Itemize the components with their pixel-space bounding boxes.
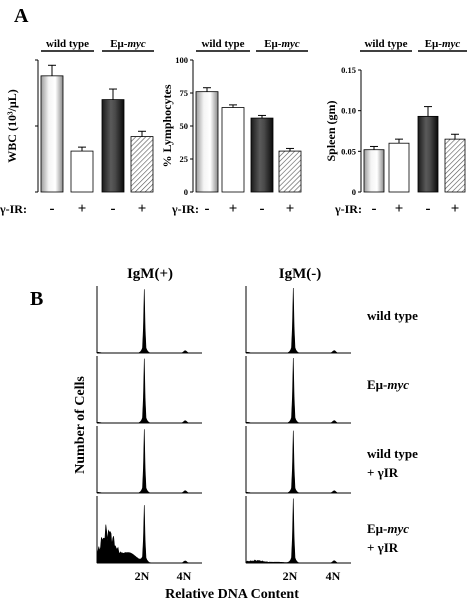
- group-label-myc: myc: [442, 38, 460, 50]
- group-label-wild-type: wild type: [364, 38, 407, 50]
- treatment-label: γ-IR:: [334, 202, 362, 216]
- histogram-area: [96, 289, 202, 354]
- row-label-wild-type-ir-line2: + γIR: [367, 465, 399, 480]
- histogram-panel: [245, 356, 351, 424]
- group-label-emu: Eμ-: [110, 38, 128, 50]
- treatment-sign: -: [50, 201, 55, 217]
- bar-chart-lymphocytes: 0 25 50 75 100 % Lymphocytes - + - + γ-IR: wild typ…: [160, 38, 308, 217]
- xtick-4n-left: 4N: [177, 569, 192, 583]
- histogram-area: [245, 498, 351, 564]
- bar: [363, 149, 385, 193]
- row-label-emu-myc-ir: Eμ-myc: [367, 521, 409, 536]
- col-label-igm-neg: IgM(-): [279, 266, 321, 282]
- histogram-panel: [96, 356, 202, 424]
- treatment-sign: -: [111, 201, 116, 217]
- treatment-sign: +: [286, 201, 295, 217]
- histogram-panel: [96, 286, 202, 354]
- group-label-myc: myc: [127, 38, 145, 50]
- bar: [250, 117, 274, 193]
- histogram-area: [96, 358, 202, 424]
- histogram-xlabel: Relative DNA Content: [165, 587, 299, 602]
- histogram-panel: [96, 426, 202, 494]
- treatment-sign: -: [205, 201, 210, 217]
- group-label-emu: Eμ-: [425, 38, 443, 50]
- treatment-sign: +: [451, 201, 460, 217]
- treatment-sign: +: [78, 201, 87, 217]
- histogram-area: [245, 287, 351, 354]
- treatment-sign: +: [229, 201, 238, 217]
- y-tick-label: 75: [180, 88, 189, 98]
- bar: [444, 138, 466, 193]
- panel-b-label: B: [30, 288, 43, 310]
- y-tick-label: 0.10: [341, 106, 356, 116]
- histogram-panel: [245, 496, 351, 564]
- y-tick-label: 100: [175, 55, 188, 65]
- histogram-panel: [245, 426, 351, 494]
- histogram-grid: [96, 286, 351, 564]
- histogram-area: [96, 429, 202, 494]
- row-label-wild-type-ir: wild type: [367, 446, 418, 461]
- histogram-area: [245, 430, 351, 494]
- group-label-emu-myc: Eμ-myc: [264, 38, 300, 50]
- histogram-panel: [96, 496, 202, 564]
- row-label-emu-myc: Eμ-myc: [367, 377, 409, 392]
- xtick-2n-right: 2N: [283, 569, 298, 583]
- y-tick-label: 25: [180, 154, 189, 164]
- y-axis-label: Spleen (gm): [324, 101, 338, 162]
- bar: [195, 91, 219, 193]
- histogram-panel: [245, 286, 351, 354]
- group-label-emu-myc: Eμ-myc: [110, 38, 146, 50]
- treatment-label: γ-IR:: [171, 202, 199, 216]
- y-tick-label: 0: [352, 187, 356, 197]
- histogram-area: [245, 357, 351, 424]
- bar: [417, 115, 439, 193]
- y-tick-label: 0.05: [341, 146, 356, 156]
- bar: [278, 150, 302, 193]
- xtick-4n-right: 4N: [326, 569, 341, 583]
- y-axis-label: % Lymphocytes: [160, 84, 174, 167]
- group-label-wild-type: wild type: [46, 38, 89, 50]
- panel-a-label: A: [14, 5, 29, 27]
- treatment-sign: +: [138, 201, 147, 217]
- col-label-igm-pos: IgM(+): [127, 266, 173, 282]
- histogram-ylabel: Number of Cells: [73, 376, 88, 474]
- y-axis-label: WBC (10³/μL): [5, 89, 19, 162]
- group-label-emu: Eμ-: [264, 38, 282, 50]
- treatment-label: γ-IR:: [0, 202, 27, 216]
- bar: [40, 75, 64, 193]
- bar-chart-spleen: 0 0.05 0.10 0.15 Spleen (gm) - + - + γ-IR: wild ty…: [324, 38, 467, 217]
- bar: [101, 99, 125, 193]
- group-label-myc: myc: [281, 38, 299, 50]
- bar: [130, 136, 154, 193]
- bar: [70, 150, 94, 193]
- treatment-sign: +: [395, 201, 404, 217]
- treatment-sign: -: [372, 201, 377, 217]
- y-tick-label: 0.15: [341, 65, 356, 75]
- y-tick-label: 50: [180, 121, 189, 131]
- bar: [388, 142, 410, 193]
- row-label-emu-myc-ir-line2: + γIR: [367, 540, 399, 555]
- bar: [221, 107, 245, 193]
- group-label-emu-myc: Eμ-myc: [425, 38, 461, 50]
- row-label-wild-type: wild type: [367, 308, 418, 323]
- group-label-wild-type: wild type: [201, 38, 244, 50]
- xtick-2n-left: 2N: [135, 569, 150, 583]
- treatment-sign: -: [260, 201, 265, 217]
- bar-chart-wbc: WBC (10³/μL) - + - + γ-IR: wild type Eμ-myc: [0, 38, 154, 217]
- histogram-area: [96, 505, 202, 564]
- treatment-sign: -: [426, 201, 431, 217]
- y-tick-label: 0: [184, 187, 188, 197]
